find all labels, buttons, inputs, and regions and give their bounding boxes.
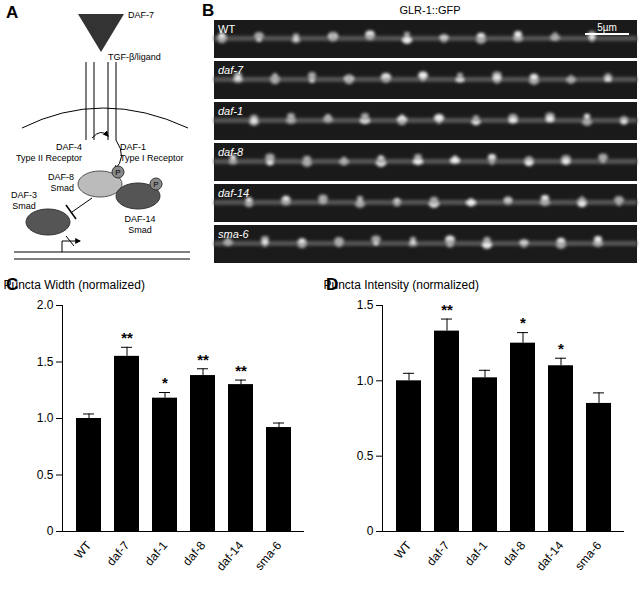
svg-text:daf-1: daf-1 [218, 105, 243, 117]
svg-text:DAF-3: DAF-3 [11, 190, 37, 200]
svg-text:A: A [6, 3, 18, 22]
svg-text:P: P [115, 168, 120, 177]
svg-text:Type I Receptor: Type I Receptor [120, 153, 184, 163]
svg-text:WT: WT [218, 23, 235, 35]
svg-text:*: * [558, 340, 564, 357]
svg-text:Puncta Intensity (normalized): Puncta Intensity (normalized) [324, 278, 479, 292]
svg-text:sma-6: sma-6 [252, 538, 284, 573]
svg-text:Type II Receptor: Type II Receptor [16, 153, 82, 163]
svg-text:**: ** [441, 301, 453, 318]
svg-text:Smad: Smad [12, 201, 36, 211]
svg-text:sma-6: sma-6 [218, 228, 249, 240]
svg-text:daf-8: daf-8 [500, 538, 529, 568]
svg-text:Smad: Smad [50, 183, 74, 193]
svg-text:daf-14: daf-14 [214, 538, 247, 573]
svg-text:DAF-7: DAF-7 [128, 10, 154, 20]
svg-text:daf-1: daf-1 [462, 538, 491, 568]
svg-text:**: ** [121, 329, 133, 346]
svg-text:0: 0 [47, 524, 54, 538]
svg-text:1.0: 1.0 [357, 374, 374, 388]
svg-text:sma-6: sma-6 [572, 538, 604, 573]
svg-text:Smad: Smad [128, 225, 152, 235]
svg-text:DAF-14: DAF-14 [124, 214, 155, 224]
svg-text:0.5: 0.5 [357, 449, 374, 463]
svg-text:daf-7: daf-7 [424, 538, 453, 568]
svg-text:DAF-8: DAF-8 [48, 172, 74, 182]
svg-text:daf-14: daf-14 [218, 187, 249, 199]
svg-text:daf-8: daf-8 [218, 146, 244, 158]
svg-text:5µm: 5µm [597, 22, 617, 33]
svg-text:daf-7: daf-7 [218, 64, 244, 76]
svg-text:WT: WT [392, 538, 415, 562]
svg-text:B: B [202, 1, 214, 20]
svg-text:Puncta Width (normalized): Puncta Width (normalized) [4, 278, 145, 292]
svg-text:daf-1: daf-1 [142, 538, 171, 568]
svg-text:daf-7: daf-7 [104, 538, 133, 568]
svg-text:0: 0 [367, 524, 374, 538]
svg-text:1.0: 1.0 [37, 411, 54, 425]
svg-text:2.0: 2.0 [37, 298, 54, 312]
svg-text:GLR-1::GFP: GLR-1::GFP [399, 4, 460, 16]
svg-text:P: P [153, 180, 158, 189]
svg-text:daf-14: daf-14 [534, 538, 567, 573]
svg-text:DAF-4: DAF-4 [56, 142, 82, 152]
svg-text:WT: WT [72, 538, 95, 562]
svg-text:1.5: 1.5 [357, 298, 374, 312]
svg-text:**: ** [197, 351, 209, 368]
svg-text:DAF-1: DAF-1 [120, 142, 146, 152]
svg-text:*: * [162, 374, 168, 391]
svg-text:1.5: 1.5 [37, 355, 54, 369]
svg-text:*: * [520, 314, 526, 331]
svg-text:**: ** [235, 362, 247, 379]
svg-text:daf-8: daf-8 [180, 538, 209, 568]
svg-text:TGF-β/ligand: TGF-β/ligand [108, 52, 161, 62]
svg-text:0.5: 0.5 [37, 468, 54, 482]
